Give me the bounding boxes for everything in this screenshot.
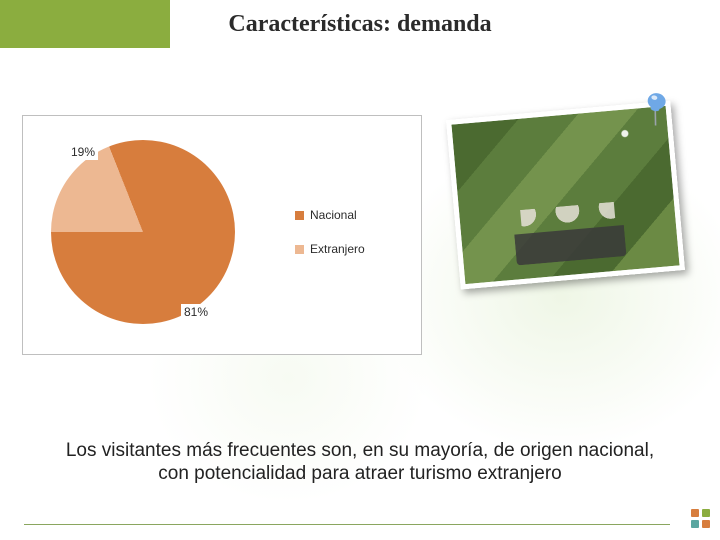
- legend-swatch-nacional: [295, 211, 304, 220]
- header-accent-bar: [0, 0, 170, 48]
- footer-dot: [691, 520, 699, 528]
- slide-footer: [24, 518, 720, 526]
- footer-dot: [691, 509, 699, 517]
- legend-item-extranjero: Extranjero: [295, 242, 365, 256]
- footer-dot: [702, 520, 710, 528]
- slide-title: Características: demanda: [228, 11, 491, 38]
- pie-label-extranjero: 19%: [68, 144, 98, 160]
- footer-line: [24, 524, 670, 525]
- legend-label-extranjero: Extranjero: [310, 242, 365, 256]
- slide-caption: Los visitantes más frecuentes son, en su…: [50, 439, 670, 487]
- demand-pie-chart: 19% 81% Nacional Extranjero: [22, 115, 422, 355]
- legend-swatch-extranjero: [295, 245, 304, 254]
- photo-tourists: [446, 101, 685, 290]
- pie-legend: Nacional Extranjero: [295, 208, 365, 256]
- pie-graphic: [51, 140, 235, 324]
- pie-label-nacional: 81%: [181, 304, 211, 320]
- legend-label-nacional: Nacional: [310, 208, 357, 222]
- slide-header: Características: demanda: [0, 0, 720, 48]
- footer-decor-dots: [691, 509, 710, 528]
- legend-item-nacional: Nacional: [295, 208, 365, 222]
- footer-dot: [702, 509, 710, 517]
